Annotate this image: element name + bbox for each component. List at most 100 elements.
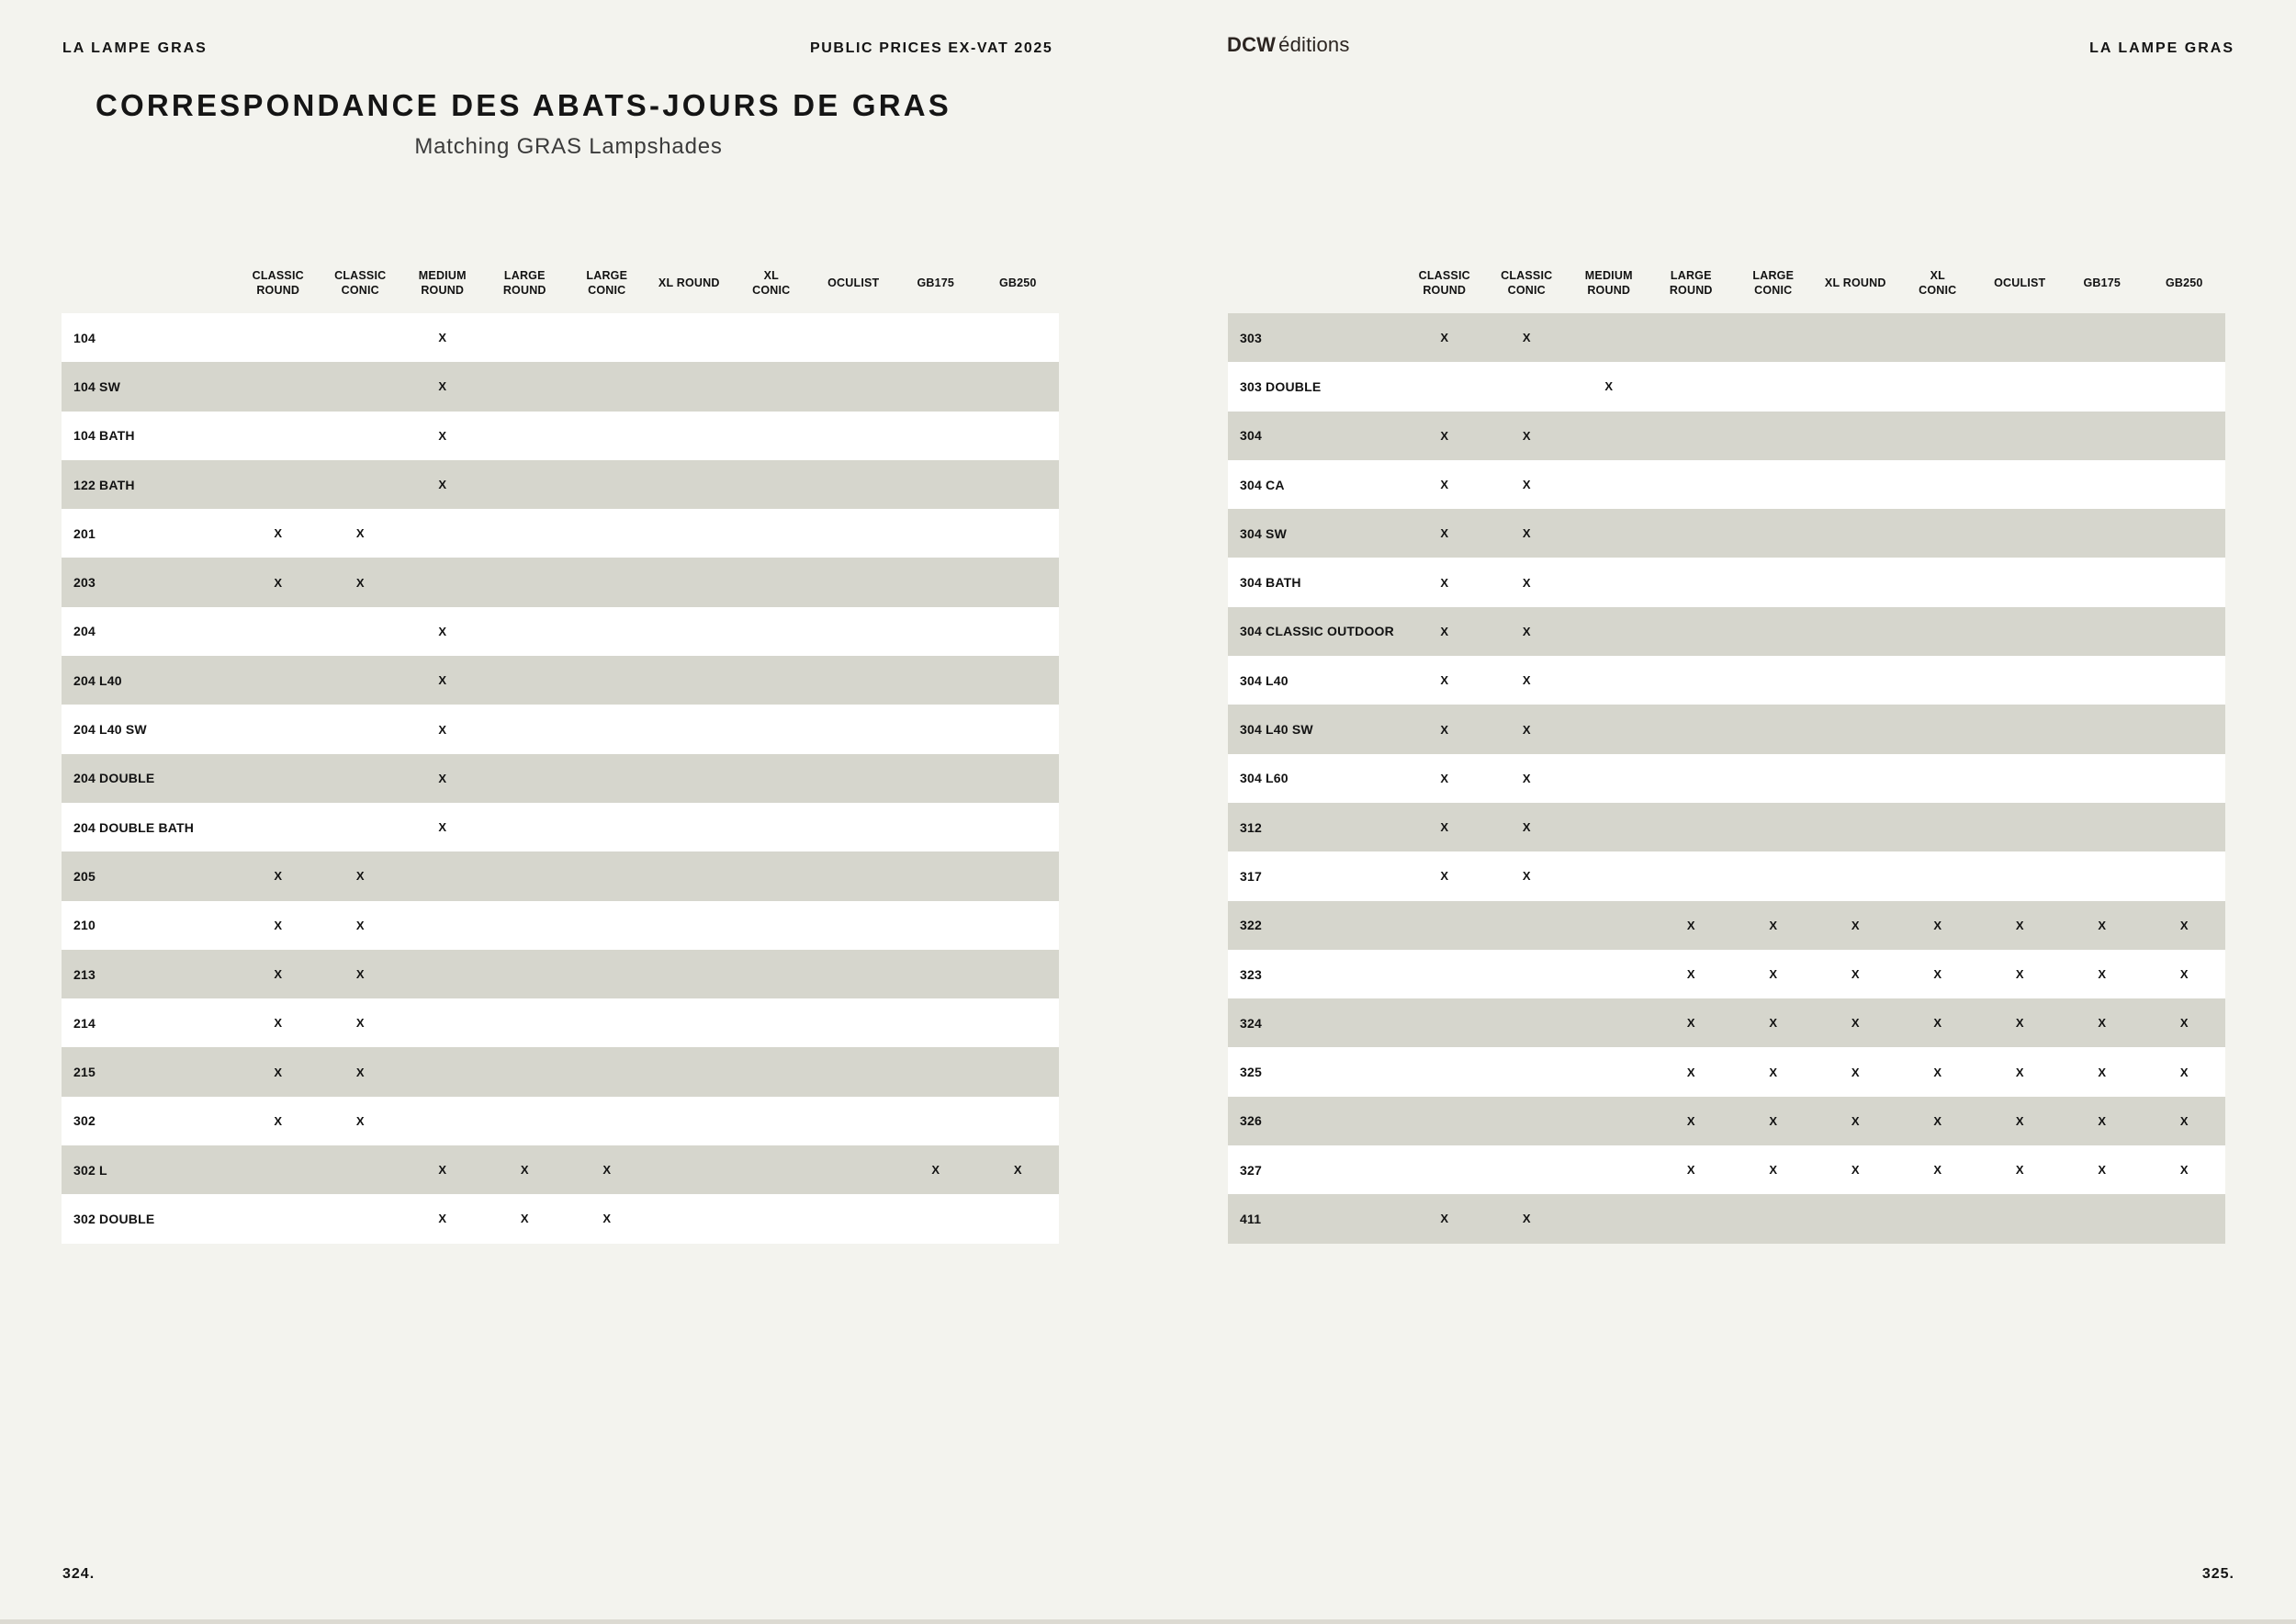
- mark-cell: X: [2179, 967, 2189, 981]
- mark-cell: X: [1440, 526, 1449, 541]
- mark-cell: X: [1522, 575, 1531, 590]
- table-row: 327 X X X X X X X: [1228, 1145, 2225, 1195]
- table-row: 203 X X: [62, 558, 1059, 607]
- mark-cell: X: [274, 869, 283, 884]
- table-row: 325 X X X X X X X: [1228, 1047, 2225, 1097]
- column-header: LARGE ROUND: [1669, 269, 1713, 297]
- page-number-right: 325.: [2201, 1566, 2234, 1582]
- mark-cell: X: [602, 1163, 612, 1178]
- page-number-left: 324.: [62, 1566, 96, 1582]
- table-row: 205 X X: [62, 851, 1059, 901]
- model-label: 304 L40: [1240, 672, 1289, 688]
- mark-cell: X: [438, 771, 447, 785]
- table-row: 213 X X: [62, 949, 1059, 999]
- mark-cell: X: [2179, 918, 2189, 932]
- model-label: 325: [1240, 1065, 1262, 1080]
- mark-cell: X: [1769, 967, 1778, 981]
- model-label: 122 BATH: [73, 477, 135, 492]
- brand-left: LA LAMPE GRAS: [62, 40, 208, 56]
- mark-cell: X: [438, 1163, 447, 1178]
- column-header: GB175: [2083, 276, 2122, 290]
- mark-cell: X: [1440, 722, 1449, 737]
- mark-cell: X: [2179, 1113, 2189, 1128]
- mark-cell: X: [2179, 1065, 2189, 1079]
- mark-cell: X: [1686, 1065, 1695, 1079]
- table-row: 215 X X: [62, 1047, 1059, 1097]
- logo-editions: éditions: [1278, 33, 1350, 56]
- table-row: 302 X X: [62, 1096, 1059, 1146]
- model-label: 203: [73, 575, 96, 591]
- mark-cell: X: [1522, 428, 1531, 443]
- table-row: 204 L40 X: [62, 656, 1059, 705]
- mark-cell: X: [1440, 673, 1449, 688]
- table-row: 204 L40 SW X: [62, 705, 1059, 754]
- model-label: 312: [1240, 819, 1262, 835]
- mark-cell: X: [1440, 820, 1449, 835]
- mark-cell: X: [274, 1113, 283, 1128]
- prices-ex-vat-label: PUBLIC PRICES EX-VAT 2025: [810, 40, 1053, 56]
- table-row: 304 L40 X X: [1228, 656, 2225, 705]
- brand-right: LA LAMPE GRAS: [2089, 40, 2234, 56]
- model-label: 204 DOUBLE: [73, 771, 155, 786]
- table-row: 326 X X X X X X X: [1228, 1096, 2225, 1146]
- mark-cell: X: [1851, 1113, 1860, 1128]
- table-row: 304 CA X X: [1228, 459, 2225, 510]
- model-label: 104: [73, 330, 96, 345]
- model-label: 104 SW: [73, 378, 120, 394]
- mark-cell: X: [274, 967, 283, 981]
- mark-cell: X: [1686, 918, 1695, 932]
- table-row: 122 BATH X: [62, 459, 1059, 510]
- column-header: GB250: [998, 276, 1037, 290]
- mark-cell: X: [1604, 379, 1614, 394]
- table-row: 322 X X X X X X X: [1228, 900, 2225, 950]
- column-header-row: CLASSIC ROUND CLASSIC CONIC MEDIUM ROUND LARGE…: [62, 254, 1059, 313]
- mark-cell: X: [355, 1016, 365, 1031]
- table-row: 303 DOUBLE X: [1228, 362, 2225, 412]
- column-header: LARGE ROUND: [502, 269, 546, 297]
- table-row: 204 DOUBLE X: [62, 753, 1059, 803]
- model-label: 204 L40: [73, 672, 122, 688]
- column-header: CLASSIC CONIC: [1501, 269, 1553, 297]
- model-label: 214: [73, 1015, 96, 1031]
- column-header: MEDIUM ROUND: [418, 269, 467, 297]
- mark-cell: X: [355, 918, 365, 932]
- column-header: MEDIUM ROUND: [1584, 269, 1633, 297]
- mark-cell: X: [1851, 1016, 1860, 1031]
- column-header: CLASSIC ROUND: [252, 269, 304, 297]
- mark-cell: X: [274, 526, 283, 541]
- table-row: 323 X X X X X X X: [1228, 949, 2225, 999]
- mark-cell: X: [2015, 967, 2024, 981]
- model-label: 411: [1240, 1211, 1262, 1226]
- mark-cell: X: [1851, 1163, 1860, 1178]
- mark-cell: X: [438, 478, 447, 492]
- mark-cell: X: [2015, 1163, 2024, 1178]
- mark-cell: X: [2098, 918, 2107, 932]
- table-row: 210 X X: [62, 900, 1059, 950]
- mark-cell: X: [2015, 1113, 2024, 1128]
- mark-cell: X: [1440, 624, 1449, 638]
- table-row: 204 X: [62, 606, 1059, 657]
- mark-cell: X: [2098, 1113, 2107, 1128]
- model-label: 303: [1240, 330, 1262, 345]
- mark-cell: X: [1933, 1113, 1942, 1128]
- mark-cell: X: [1769, 1113, 1778, 1128]
- mark-cell: X: [1440, 1212, 1449, 1226]
- mark-cell: X: [1440, 771, 1449, 785]
- table-row: 304 CLASSIC OUTDOOR X X: [1228, 606, 2225, 657]
- model-label: 304 L60: [1240, 771, 1289, 786]
- model-label: 304: [1240, 428, 1262, 444]
- mark-cell: X: [438, 428, 447, 443]
- mark-cell: X: [1522, 1212, 1531, 1226]
- lampshade-matching-table-left: CLASSIC ROUND CLASSIC CONIC MEDIUM ROUND LARGE…: [62, 254, 1059, 1244]
- mark-cell: X: [1769, 1016, 1778, 1031]
- table-row: 302 L X X X X X: [62, 1145, 1059, 1195]
- model-label: 205: [73, 868, 96, 884]
- mark-cell: X: [1522, 478, 1531, 492]
- mark-cell: X: [1686, 1016, 1695, 1031]
- mark-cell: X: [1522, 869, 1531, 884]
- model-label: 304 SW: [1240, 525, 1287, 541]
- table-row: 304 X X: [1228, 411, 2225, 460]
- model-label: 304 L40 SW: [1240, 722, 1313, 738]
- column-header: XL ROUND: [658, 276, 720, 290]
